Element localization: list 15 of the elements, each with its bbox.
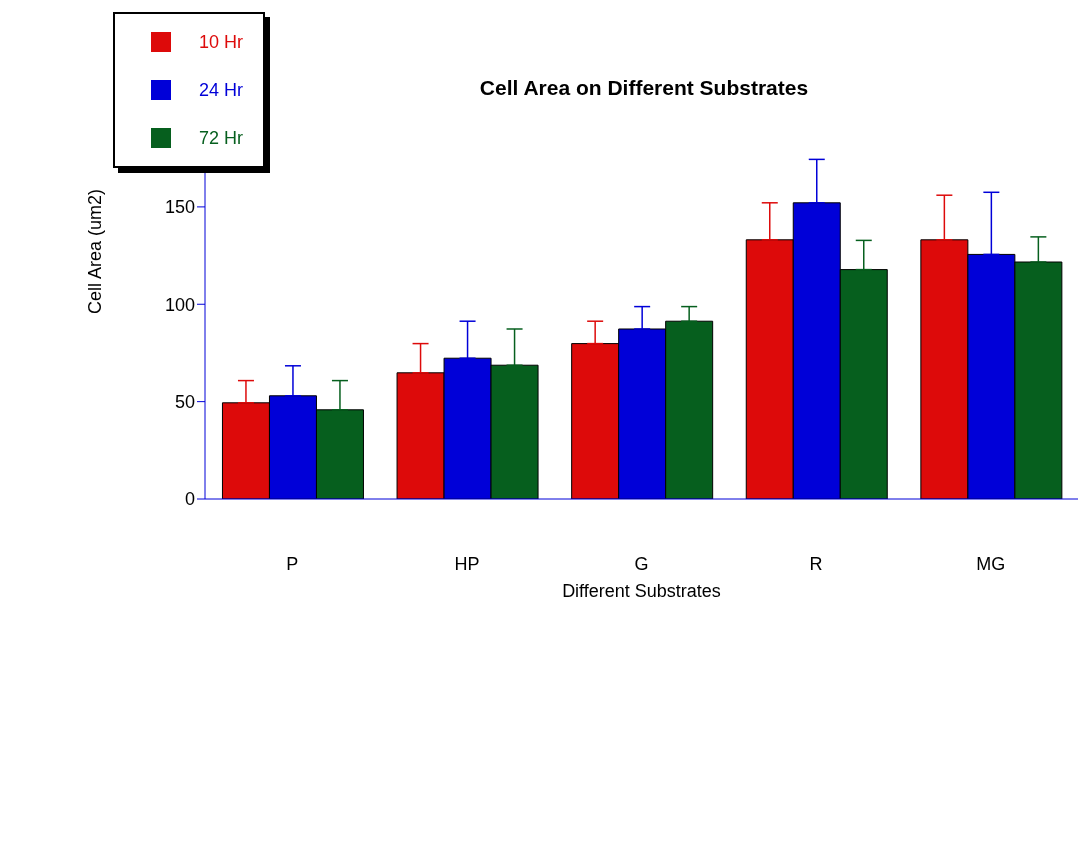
x-tick-label: MG [976, 553, 1006, 574]
x-tick-label: R [809, 553, 823, 574]
legend-label: 24 Hr [199, 79, 244, 101]
legend-label: 10 Hr [199, 31, 244, 53]
y-tick-label: 150 [164, 197, 195, 218]
x-tick-label: P [286, 553, 299, 574]
x-tick-label: G [634, 553, 649, 574]
y-tick-label: 0 [184, 489, 195, 510]
y-axis-title: Cell Area (um2) [85, 188, 106, 314]
chart-title: Cell Area on Different Substrates [479, 76, 809, 99]
x-tick-label: HP [454, 553, 480, 574]
legend-label: 72 Hr [199, 127, 244, 149]
y-tick-label: 50 [174, 392, 195, 413]
y-tick-label: 100 [164, 294, 195, 315]
x-axis-title: Different Substrates [562, 581, 721, 601]
